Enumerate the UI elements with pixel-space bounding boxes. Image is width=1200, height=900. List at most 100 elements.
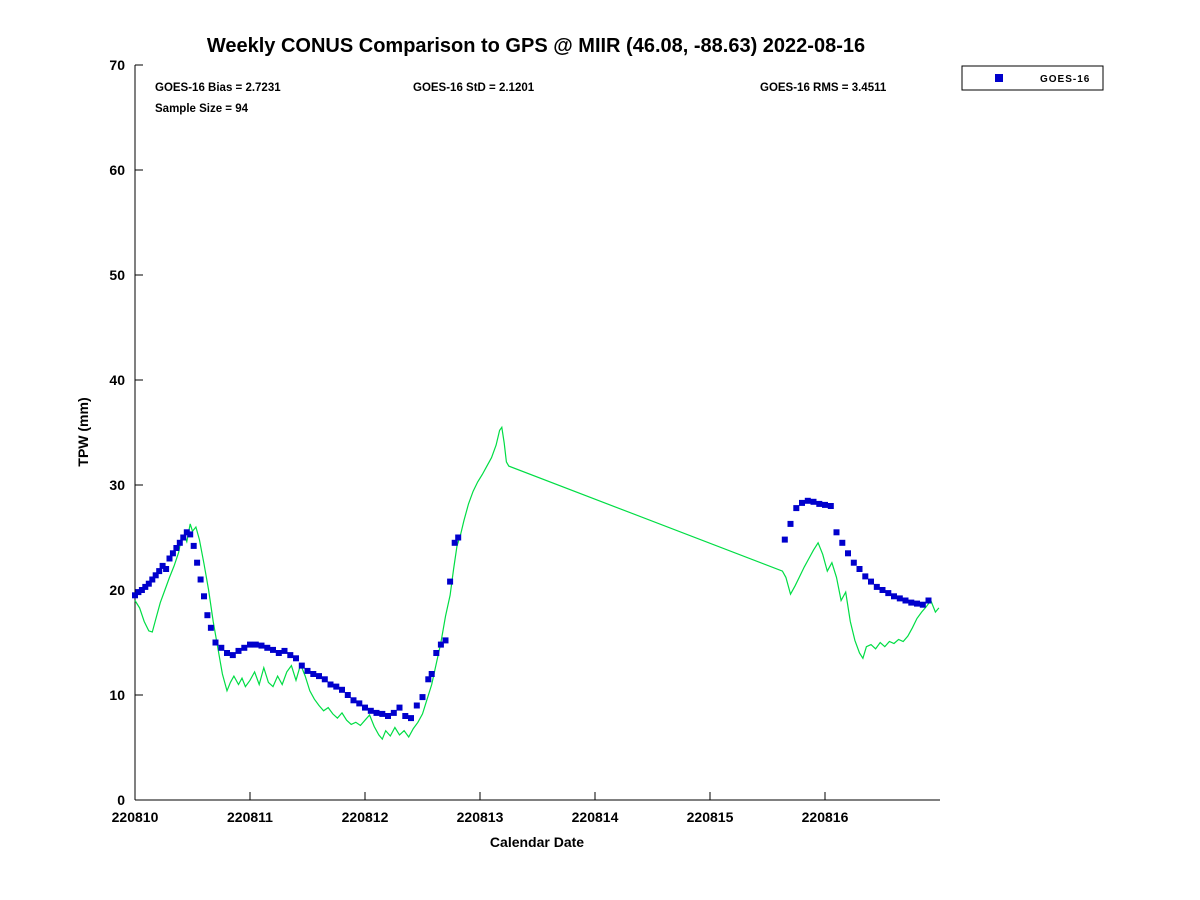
goes16-marker bbox=[321, 676, 328, 683]
goes16-marker bbox=[270, 646, 276, 653]
x-tick-label: 220813 bbox=[457, 809, 504, 825]
goes16-marker bbox=[194, 559, 201, 566]
goes16-marker bbox=[204, 612, 211, 619]
goes16-marker bbox=[451, 539, 458, 546]
x-axis-label: Calendar Date bbox=[490, 834, 584, 850]
x-tick-label: 220815 bbox=[687, 809, 734, 825]
goes16-marker bbox=[799, 499, 805, 506]
goes16-marker bbox=[822, 501, 828, 508]
goes16-marker bbox=[149, 576, 156, 583]
goes16-marker bbox=[433, 650, 440, 656]
goes16-marker bbox=[281, 647, 288, 654]
goes16-marker bbox=[385, 713, 391, 719]
goes16-marker bbox=[879, 587, 886, 593]
goes16-marker bbox=[132, 592, 138, 599]
goes16-marker bbox=[833, 529, 840, 536]
goes16-marker bbox=[201, 593, 207, 600]
goes16-marker bbox=[356, 700, 363, 707]
y-tick-label: 20 bbox=[109, 582, 125, 598]
goes16-marker bbox=[241, 644, 248, 651]
goes16-marker bbox=[145, 580, 152, 587]
goes16-marker bbox=[275, 650, 282, 656]
goes16-marker bbox=[169, 550, 176, 557]
goes16-marker bbox=[304, 667, 311, 674]
goes16-marker bbox=[845, 550, 851, 557]
goes16-marker bbox=[229, 652, 236, 659]
goes16-marker bbox=[327, 681, 334, 688]
goes16-marker bbox=[163, 566, 170, 572]
goes16-marker bbox=[816, 500, 823, 507]
goes16-marker bbox=[873, 583, 880, 590]
y-axis-label: TPW (mm) bbox=[75, 397, 91, 466]
x-tick-label: 220810 bbox=[112, 809, 159, 825]
sample-size-annotation: Sample Size = 94 bbox=[155, 103, 249, 115]
goes16-marker bbox=[367, 707, 374, 714]
goes16-marker bbox=[839, 539, 846, 546]
legend: GOES-16 bbox=[961, 65, 1104, 91]
goes16-marker bbox=[856, 566, 863, 572]
goes16-marker bbox=[781, 536, 788, 543]
goes16-marker bbox=[176, 539, 183, 546]
goes16-marker bbox=[362, 704, 368, 711]
goes16-marker bbox=[333, 683, 340, 690]
goes16-marker bbox=[138, 587, 145, 593]
goes16-marker bbox=[925, 597, 932, 604]
goes16-marker bbox=[287, 652, 294, 659]
goes16-marker bbox=[437, 641, 444, 648]
goes16-marker bbox=[428, 671, 435, 677]
goes16-marker bbox=[908, 599, 915, 606]
goes16-marker bbox=[180, 534, 187, 541]
goes16-marker bbox=[862, 573, 869, 580]
goes16-marker bbox=[442, 637, 449, 644]
goes16-marker bbox=[379, 710, 386, 717]
goes16-marker bbox=[425, 676, 432, 683]
chart-title: Weekly CONUS Comparison to GPS @ MIIR (4… bbox=[207, 35, 865, 57]
goes16-marker bbox=[264, 644, 271, 651]
goes16-marker bbox=[293, 655, 299, 662]
goes16-marker bbox=[142, 583, 149, 590]
goes16-marker bbox=[793, 505, 800, 512]
goes16-marker bbox=[373, 709, 380, 716]
goes16-marker bbox=[252, 641, 259, 648]
legend-goes16-label: GOES-16 bbox=[1040, 74, 1090, 85]
goes16-marker bbox=[212, 639, 219, 646]
y-tick-label: 40 bbox=[109, 372, 125, 388]
legend-box bbox=[961, 65, 1104, 91]
goes16-marker bbox=[455, 534, 462, 541]
goes16-marker bbox=[173, 545, 180, 551]
goes16-marker bbox=[390, 709, 397, 716]
goes16-marker bbox=[166, 555, 173, 562]
goes16-marker bbox=[396, 704, 403, 711]
goes16-marker bbox=[258, 642, 265, 649]
x-tick-label: 220812 bbox=[342, 809, 389, 825]
goes16-marker bbox=[810, 498, 817, 505]
goes16-marker bbox=[135, 589, 142, 596]
goes16-marker bbox=[919, 601, 926, 608]
goes16-marker bbox=[310, 671, 317, 677]
goes16-marker bbox=[402, 713, 409, 719]
rms-annotation: GOES-16 RMS = 3.4511 bbox=[760, 82, 887, 94]
goes16-marker bbox=[187, 531, 194, 538]
goes16-marker bbox=[316, 673, 322, 680]
y-tick-label: 30 bbox=[109, 477, 125, 493]
goes16-marker bbox=[224, 650, 230, 656]
goes16-marker bbox=[218, 644, 225, 651]
goes16-marker bbox=[891, 593, 897, 600]
goes16-marker bbox=[827, 503, 834, 509]
x-tick-label: 220814 bbox=[572, 809, 619, 825]
y-tick-label: 10 bbox=[109, 687, 125, 703]
x-tick-label: 220811 bbox=[227, 809, 273, 825]
goes16-marker bbox=[850, 559, 857, 566]
y-tick-label: 70 bbox=[109, 57, 125, 73]
gps-line bbox=[134, 425, 940, 741]
goes16-marker bbox=[152, 572, 159, 579]
goes16-marker bbox=[447, 578, 454, 585]
goes16-marker bbox=[902, 597, 909, 604]
goes16-marker bbox=[896, 595, 903, 602]
goes16-marker bbox=[419, 694, 426, 701]
x-tick-label: 220816 bbox=[802, 809, 849, 825]
goes16-marker bbox=[159, 562, 166, 569]
axes: 0 10 20 30 40 50 60 70 220810 220811 220812 220813 2… bbox=[109, 57, 940, 825]
